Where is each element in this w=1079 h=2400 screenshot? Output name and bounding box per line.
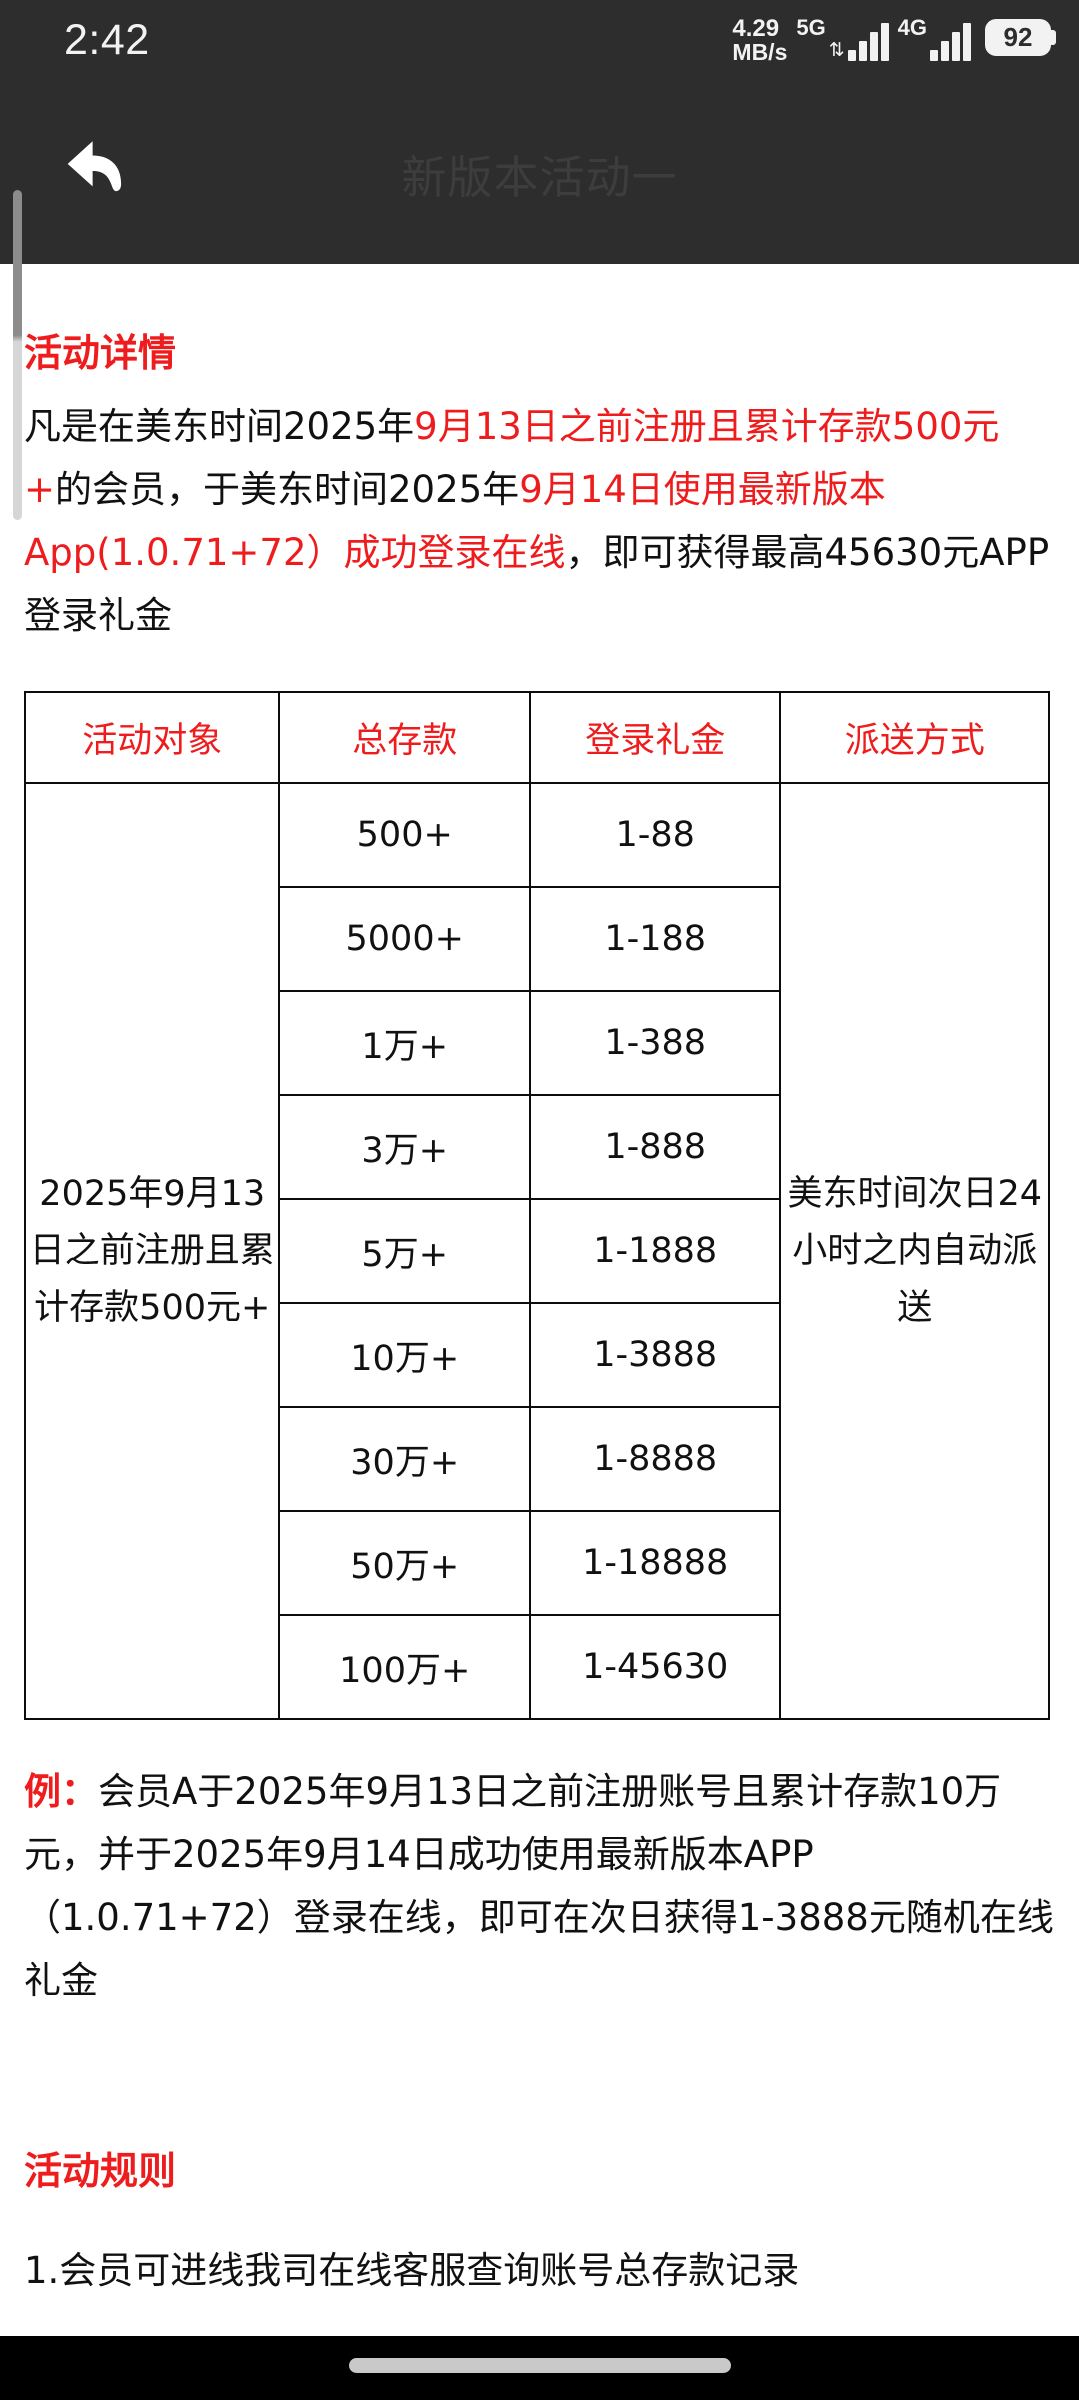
table-header-object: 活动对象 <box>23 691 281 784</box>
data-transfer-arrows-icon: ⇅ <box>828 39 845 61</box>
detail-text-part-5: ，即可获得最高45630元APP登录礼金 <box>24 531 1050 637</box>
table-header-deliver: 派送方式 <box>779 691 1050 784</box>
table-cell-gift: 1-45630 <box>528 1614 782 1720</box>
sim1-signal-bars-icon <box>847 21 889 61</box>
table-cell-gift: 1-18888 <box>528 1510 782 1616</box>
table-cell-activity-object: 2025年9月13日之前注册且累计存款500元+ <box>23 782 281 1720</box>
table-cell-gift: 1-888 <box>528 1094 782 1200</box>
table-header-row: 活动对象 总存款 登录礼金 派送方式 <box>23 691 1050 784</box>
table-row: 3万+ 1-888 <box>25 1094 1049 1200</box>
page-title: 新版本活动一 <box>401 150 678 204</box>
sim1-signal-block: 5G ⇅ <box>796 15 889 61</box>
table-cell-deposit: 100万+ <box>278 1614 531 1720</box>
table-cell-gift: 1-188 <box>528 886 782 992</box>
table-cell-deposit: 3万+ <box>278 1094 531 1200</box>
example-text: 会员A于2025年9月13日之前注册账号且累计存款10万元，并于2025年9月1… <box>24 1770 1054 2002</box>
system-gesture-bar[interactable] <box>0 2336 1079 2400</box>
table-cell-gift: 1-8888 <box>528 1406 782 1512</box>
activity-rules-heading: 活动规则 <box>24 2149 177 2193</box>
battery-percent: 92 <box>1003 22 1033 52</box>
table-cell-deposit: 5000+ <box>278 886 531 992</box>
sim2-signal-block: 4G <box>898 15 971 61</box>
network-speed-unit: MB/s <box>732 39 788 66</box>
table-cell-deposit: 50万+ <box>278 1510 531 1616</box>
activity-detail-heading: 活动详情 <box>24 331 177 375</box>
rule-item-1: 1.会员可进线我司在线客服查询账号总存款记录 <box>24 2249 800 2292</box>
status-clock: 2:42 <box>64 16 150 64</box>
back-button[interactable] <box>50 120 140 210</box>
gesture-handle[interactable] <box>348 2358 731 2373</box>
table-row: 1万+ 1-388 <box>25 990 1049 1096</box>
table-row: 5万+ 1-1888 <box>25 1198 1049 1304</box>
table-cell-deposit: 30万+ <box>278 1406 531 1512</box>
battery-icon: 92 <box>985 19 1056 56</box>
table-cell-gift: 1-88 <box>528 782 782 888</box>
table-header-deposit: 总存款 <box>278 691 531 784</box>
table-row: 2025年9月13日之前注册且累计存款500元+ 500+ 1-88 美东时间次日24… <box>23 782 1050 1720</box>
table-cell-gift: 1-3888 <box>528 1302 782 1408</box>
table-row: 100万+ 1-45630 <box>25 1614 1049 1720</box>
network-speed-indicator: 4.29 MB/s <box>732 15 788 66</box>
status-bar: 2:42 4.29 MB/s 5G ⇅ 4G 92 <box>0 0 1079 82</box>
table-cell-deposit: 1万+ <box>278 990 531 1096</box>
content-area: 活动详情 凡是在美东时间2025年9月13日之前注册且累计存款500元+的会员，… <box>0 264 1079 2336</box>
status-icons: 4.29 MB/s 5G ⇅ 4G 92 <box>732 15 1056 66</box>
table-cell-gift: 1-1888 <box>528 1198 782 1304</box>
back-arrow-icon <box>67 141 122 192</box>
table-cell-gift: 1-388 <box>528 990 782 1096</box>
top-chrome: 2:42 4.29 MB/s 5G ⇅ 4G 92 <box>0 0 1079 264</box>
sim1-network-type: 5G <box>796 15 826 40</box>
table-cell-deposit: 5万+ <box>278 1198 531 1304</box>
table-cell-deposit: 10万+ <box>278 1302 531 1408</box>
example-label: 例： <box>24 1770 98 1813</box>
table-row: 50万+ 1-18888 <box>25 1510 1049 1616</box>
network-speed-value: 4.29 <box>732 15 780 42</box>
table-row: 30万+ 1-8888 <box>25 1406 1049 1512</box>
table-row: 10万+ 1-3888 <box>25 1302 1049 1408</box>
page-scrollbar-thumb[interactable] <box>13 190 22 520</box>
table-header-gift: 登录礼金 <box>528 691 782 784</box>
prize-table: 活动对象 总存款 登录礼金 派送方式 2025年9月13日之前注册且累计存款50… <box>23 691 1050 1720</box>
sim2-signal-bars-icon <box>930 21 971 61</box>
example-paragraph: 例：会员A于2025年9月13日之前注册账号且累计存款10万元，并于2025年9… <box>24 1760 1055 2012</box>
detail-text-part-4: 9月14日使用最新版本App(1.0.71+72）成功登录在线 <box>24 468 886 574</box>
table-cell-delivery-method: 美东时间次日24小时之内自动派送 <box>779 782 1050 1720</box>
table-cell-deposit: 500+ <box>278 782 531 888</box>
nav-bar: 新版本活动一 <box>0 82 1079 264</box>
table-row: 5000+ 1-188 <box>25 886 1049 992</box>
detail-text-part-1: 凡是在美东时间2025年 <box>24 405 415 448</box>
sim2-network-type: 4G <box>897 15 927 40</box>
detail-text-part-3: 的会员，于美东时间2025年 <box>55 468 520 511</box>
activity-detail-paragraph: 凡是在美东时间2025年9月13日之前注册且累计存款500元+的会员，于美东时间… <box>24 395 1055 647</box>
detail-text-part-2: 9月13日之前注册且累计存款500元+ <box>24 405 1000 511</box>
